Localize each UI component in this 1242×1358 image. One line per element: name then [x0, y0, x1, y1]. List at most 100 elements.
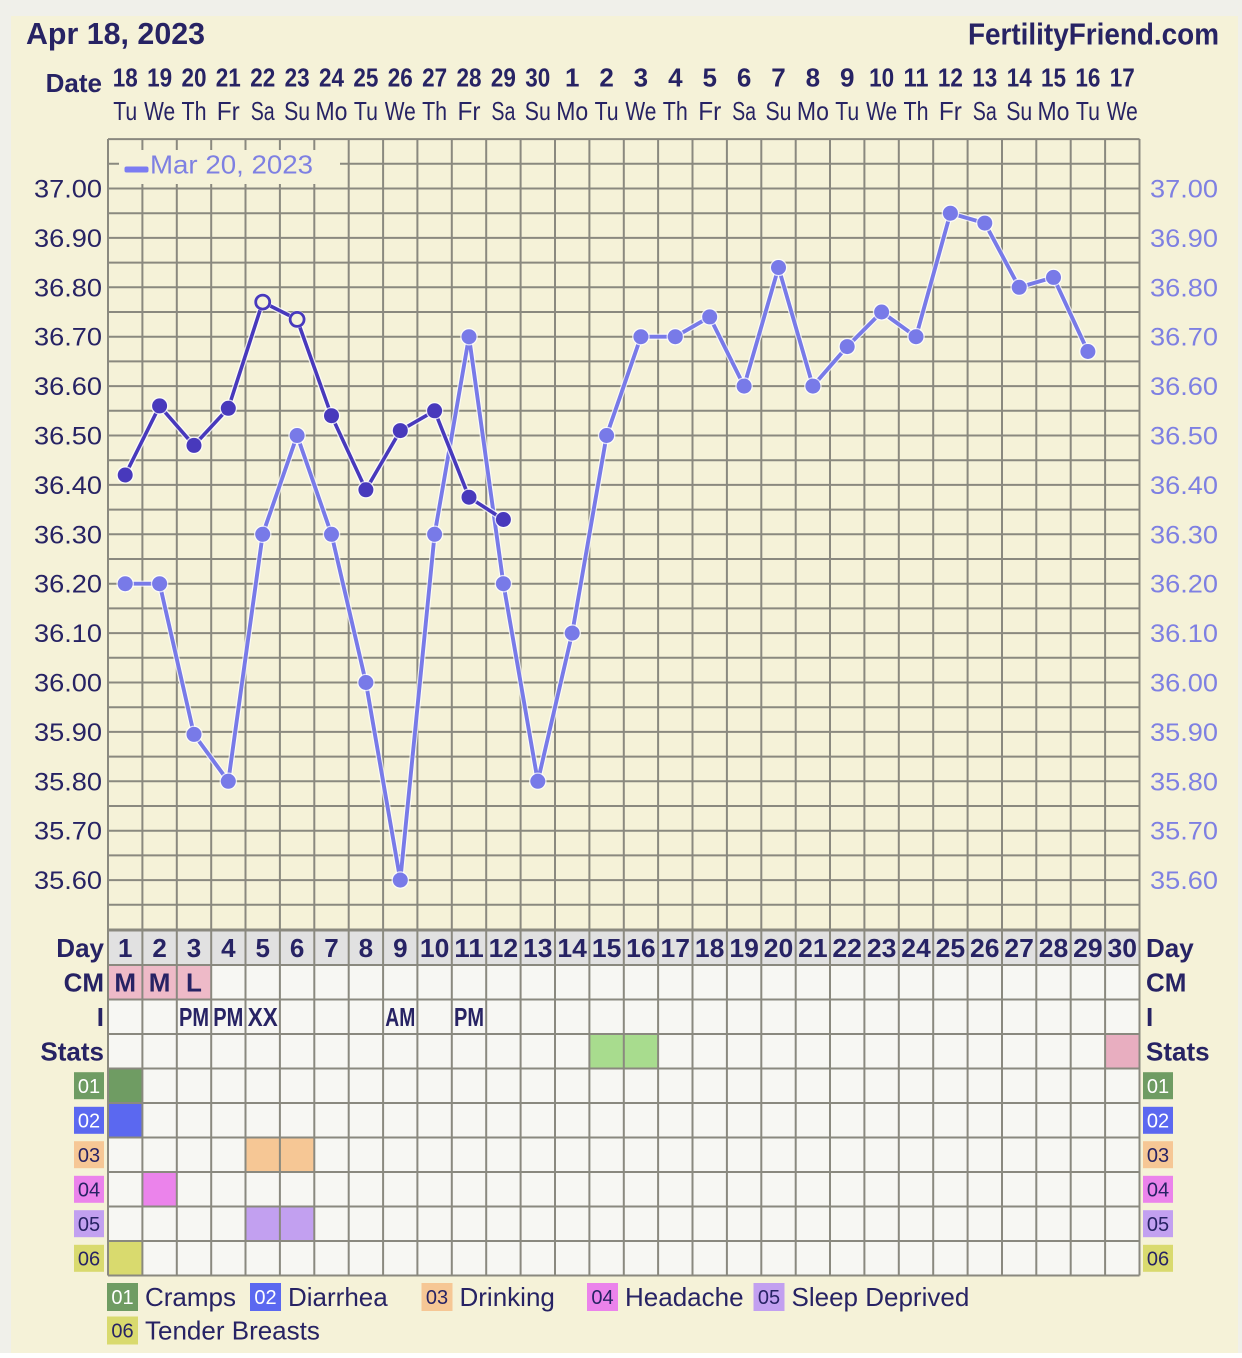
svg-text:27: 27	[1004, 933, 1034, 963]
svg-text:35.70: 35.70	[1150, 818, 1218, 846]
svg-text:36.70: 36.70	[1150, 324, 1218, 352]
svg-text:36.50: 36.50	[1150, 423, 1218, 451]
svg-text:6: 6	[290, 933, 304, 963]
svg-text:6: 6	[737, 63, 751, 93]
svg-text:4: 4	[668, 63, 683, 93]
svg-text:12: 12	[938, 63, 963, 93]
svg-text:36.70: 36.70	[34, 324, 102, 352]
svg-text:FertilityFriend.com: FertilityFriend.com	[968, 17, 1219, 52]
svg-text:PM: PM	[454, 1002, 484, 1032]
svg-text:Fr: Fr	[458, 96, 481, 126]
svg-text:PM: PM	[179, 1002, 209, 1032]
svg-text:18: 18	[695, 933, 725, 963]
svg-text:Diarrhea: Diarrhea	[288, 1282, 388, 1312]
svg-text:20: 20	[764, 933, 794, 963]
svg-text:Su: Su	[525, 96, 551, 126]
svg-text:06: 06	[1147, 1249, 1169, 1271]
svg-text:36.20: 36.20	[34, 571, 102, 599]
svg-text:24: 24	[901, 933, 931, 963]
svg-text:36.20: 36.20	[1150, 571, 1218, 599]
svg-text:03: 03	[426, 1287, 448, 1309]
svg-text:Tu: Tu	[835, 96, 859, 126]
svg-text:19: 19	[147, 63, 172, 93]
svg-text:1: 1	[118, 933, 132, 963]
svg-text:36.80: 36.80	[34, 274, 102, 302]
svg-text:35.80: 35.80	[34, 768, 102, 796]
svg-text:02: 02	[1147, 1111, 1169, 1133]
svg-text:We: We	[1107, 96, 1138, 126]
svg-text:17: 17	[1110, 63, 1135, 93]
svg-text:14: 14	[557, 933, 587, 963]
svg-text:2: 2	[599, 63, 613, 93]
svg-text:11: 11	[904, 63, 929, 93]
svg-text:36.80: 36.80	[1150, 274, 1218, 302]
svg-text:28: 28	[1039, 933, 1069, 963]
svg-text:21: 21	[798, 933, 828, 963]
svg-text:2: 2	[152, 933, 166, 963]
svg-text:30: 30	[1108, 933, 1138, 963]
svg-text:01: 01	[111, 1287, 133, 1309]
svg-text:CM: CM	[64, 968, 104, 998]
svg-text:35.80: 35.80	[1150, 768, 1218, 796]
svg-text:Drinking: Drinking	[460, 1282, 555, 1312]
svg-text:Day: Day	[56, 933, 104, 963]
svg-text:CM: CM	[1146, 968, 1186, 998]
svg-text:7: 7	[324, 933, 338, 963]
svg-text:37.00: 37.00	[1150, 176, 1218, 204]
svg-text:Sa: Sa	[251, 96, 275, 126]
svg-text:03: 03	[78, 1145, 100, 1167]
svg-text:01: 01	[1147, 1076, 1169, 1098]
svg-text:01: 01	[78, 1076, 100, 1098]
svg-text:36.00: 36.00	[34, 670, 102, 698]
svg-text:36.40: 36.40	[34, 472, 102, 500]
svg-text:35.90: 35.90	[34, 719, 102, 747]
svg-text:19: 19	[729, 933, 759, 963]
svg-text:5: 5	[255, 933, 269, 963]
svg-text:Sa: Sa	[973, 96, 997, 126]
svg-text:Fr: Fr	[698, 96, 721, 126]
svg-text:4: 4	[221, 933, 236, 963]
svg-text:17: 17	[661, 933, 691, 963]
svg-text:04: 04	[78, 1180, 100, 1202]
svg-text:We: We	[625, 96, 656, 126]
svg-text:Su: Su	[1006, 96, 1032, 126]
svg-text:26: 26	[388, 63, 413, 93]
svg-text:24: 24	[319, 63, 344, 93]
svg-text:I: I	[1146, 1002, 1153, 1032]
svg-text:Su: Su	[284, 96, 310, 126]
svg-text:25: 25	[353, 63, 378, 93]
svg-text:Date: Date	[46, 68, 102, 98]
svg-text:29: 29	[1073, 933, 1103, 963]
svg-text:Fr: Fr	[217, 96, 240, 126]
svg-text:10: 10	[420, 933, 450, 963]
svg-text:9: 9	[393, 933, 407, 963]
svg-text:04: 04	[1147, 1180, 1169, 1202]
svg-text:02: 02	[78, 1111, 100, 1133]
svg-text:L: L	[186, 968, 202, 998]
svg-text:36.60: 36.60	[34, 373, 102, 401]
svg-text:36.40: 36.40	[1150, 472, 1218, 500]
svg-text:36.10: 36.10	[1150, 620, 1218, 648]
svg-text:35.90: 35.90	[1150, 719, 1218, 747]
svg-text:36.50: 36.50	[34, 423, 102, 451]
svg-text:18: 18	[113, 63, 138, 93]
svg-text:36.60: 36.60	[1150, 373, 1218, 401]
svg-text:02: 02	[254, 1287, 276, 1309]
svg-text:Th: Th	[904, 96, 929, 126]
svg-text:Day: Day	[1146, 933, 1194, 963]
svg-text:We: We	[866, 96, 897, 126]
svg-text:AM: AM	[385, 1002, 415, 1032]
svg-text:1: 1	[565, 63, 579, 93]
svg-text:36.90: 36.90	[34, 225, 102, 253]
svg-text:Th: Th	[422, 96, 447, 126]
svg-text:Stats: Stats	[1146, 1037, 1210, 1067]
svg-text:25: 25	[936, 933, 966, 963]
svg-text:8: 8	[806, 63, 820, 93]
svg-text:Tu: Tu	[113, 96, 137, 126]
svg-text:36.30: 36.30	[34, 521, 102, 549]
svg-text:Apr 18, 2023: Apr 18, 2023	[26, 16, 205, 51]
svg-text:35.60: 35.60	[1150, 867, 1218, 895]
svg-text:12: 12	[489, 933, 519, 963]
svg-text:Th: Th	[182, 96, 207, 126]
svg-text:15: 15	[1041, 63, 1066, 93]
